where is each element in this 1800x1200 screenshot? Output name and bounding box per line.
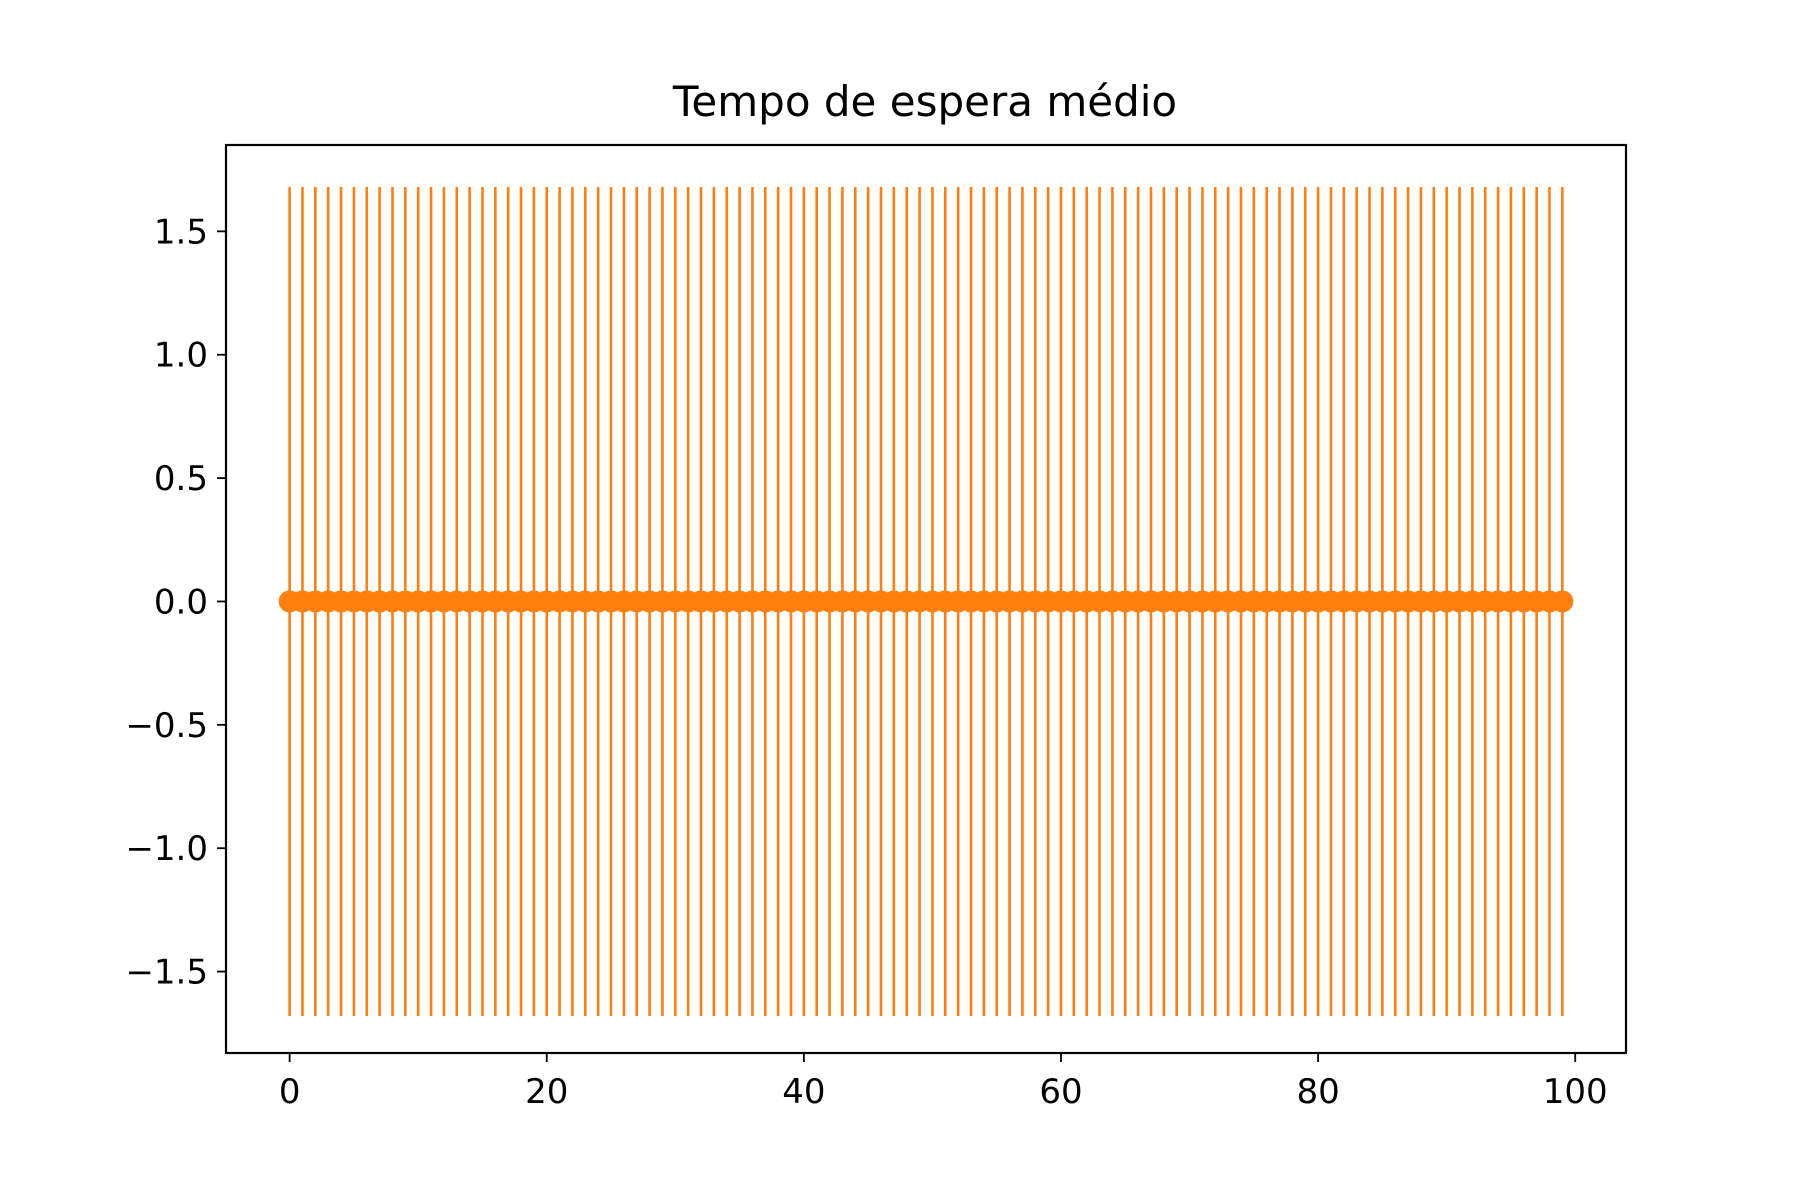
plot-marks (278, 186, 1574, 1016)
plot-frame (224, 143, 1628, 1055)
y-tick-label: 0.0 (154, 582, 208, 622)
y-tick-label: −1.5 (125, 953, 208, 993)
data-point (1551, 590, 1574, 613)
x-tick-label: 0 (279, 1072, 301, 1112)
chart-title: Tempo de espera médio (672, 77, 1177, 126)
y-axis: −1.5 −1.0 −0.5 0.0 0.5 1.0 1.5 (125, 212, 226, 993)
x-tick-label: 60 (1039, 1072, 1082, 1112)
y-tick-label: −1.0 (125, 829, 208, 869)
y-tick-label: 1.0 (154, 336, 208, 376)
x-axis: 0 20 40 60 80 100 (279, 1053, 1608, 1112)
x-tick-label: 80 (1296, 1072, 1339, 1112)
y-tick-label: 0.5 (154, 459, 208, 499)
y-tick-label: 1.5 (154, 212, 208, 252)
y-tick-label: −0.5 (125, 706, 208, 746)
x-tick-label: 20 (525, 1072, 568, 1112)
x-tick-label: 40 (782, 1072, 825, 1112)
x-tick-label: 100 (1543, 1072, 1608, 1112)
